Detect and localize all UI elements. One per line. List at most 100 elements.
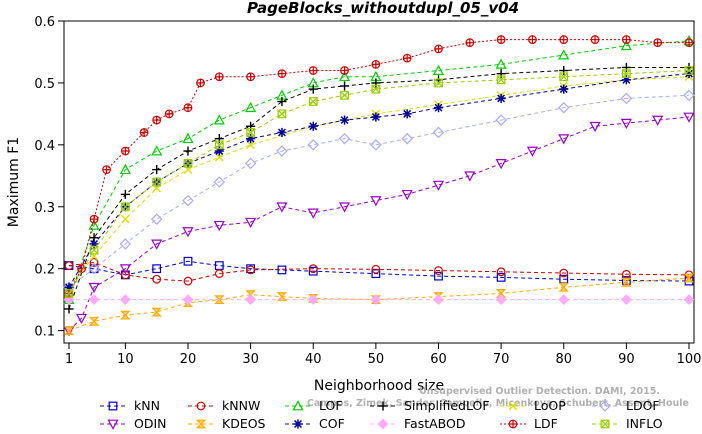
data-point-ldf [89,214,99,224]
data-point-knnw [89,258,99,267]
data-point-knnw [371,264,381,274]
data-point-loop [121,214,130,224]
legend-marker-cof [293,419,303,429]
data-point-fastabod [683,294,695,306]
data-point-odin [652,115,664,126]
data-point-ldf [308,66,318,75]
data-point-ldf [102,165,111,175]
data-point-odin [338,202,351,213]
legend-label-lof: LOF [319,398,343,413]
data-point-simplifiedlof [183,146,193,156]
data-point-knn [308,266,318,276]
x-tick-label: 20 [180,352,197,367]
legend-entry-cof: COF [285,416,345,431]
series-line-loop [68,76,690,288]
data-point-ldf [77,264,86,274]
data-point-kdeos [683,273,695,283]
data-point-inflo [434,78,443,88]
data-point-simplifiedlof [371,78,381,88]
legend-label-knn: kNN [134,398,160,413]
data-point-knn [371,269,381,279]
data-point-ldf [559,35,569,44]
legend-marker-inflo [600,419,610,429]
data-point-odin [213,220,225,232]
data-point-lof [495,58,507,69]
data-point-knn [496,272,506,282]
data-point-knn [183,256,193,266]
data-point-fastabod [558,294,570,306]
data-point-ldf [684,38,694,48]
legend-marker-lof [292,400,304,411]
data-point-ldf [590,35,600,44]
legend-entry-odin: ODIN [100,416,167,431]
plot-frame [63,20,695,344]
series-fastabod [63,294,695,306]
data-point-ldf [120,146,130,156]
data-point-lof [432,64,445,75]
watermark-line-2: Campos, Zimek, Sander, Campello, Micenko… [307,398,689,409]
legend-marker-knnw [196,401,206,411]
data-point-cof [277,127,287,138]
series-line-ldf [68,39,689,294]
y-tick-label: 0.3 [34,201,55,216]
data-point-inflo [496,75,506,85]
data-point-kdeos [120,310,131,320]
data-point-ldf [340,66,349,75]
data-point-fastabod [119,294,131,306]
data-point-fastabod [620,294,632,306]
y-tick-label: 0.1 [34,325,55,340]
series-layer [63,35,695,337]
data-point-ldf [402,53,412,63]
data-point-ldf [277,69,287,79]
series-line-odin [68,116,690,331]
legend-marker-fastabod [377,418,389,430]
legend-entry-ldf: LDF [500,416,558,431]
data-point-odin [401,189,413,201]
data-point-lof [338,70,351,82]
data-point-knn [89,264,99,274]
data-point-odin [182,227,194,238]
series-odin [63,112,695,337]
data-point-inflo [340,90,349,100]
data-point-knnw [246,265,256,275]
series-line-inflo [68,70,690,294]
data-point-ldf [496,35,506,44]
legend-entry-knn: kNN [100,398,160,413]
data-point-inflo [214,140,224,150]
data-point-fastabod [245,294,257,306]
legend-entry-simplifiedlof: SimplifiedLOF [370,398,490,413]
data-point-knnw [152,274,162,284]
data-point-ldof [276,145,288,157]
legend-label-ldf: LDF [534,416,558,431]
legend-marker-ldof [599,400,611,412]
data-point-ldof [244,157,257,170]
data-point-inflo [684,66,694,75]
legend-marker-loop [508,401,518,411]
data-point-ldf [246,72,256,82]
data-point-ldof [88,262,100,275]
data-point-kdeos [495,289,507,298]
data-point-knn [277,265,287,275]
data-point-kdeos [621,277,632,287]
data-point-lof [213,114,225,125]
data-point-simplifiedlof [214,134,224,144]
data-point-inflo [371,84,381,94]
x-tick-label: 90 [618,352,635,367]
data-point-fastabod [495,294,507,306]
series-ldf [64,35,694,298]
data-point-ldof [620,92,633,105]
series-ldof [63,89,695,294]
y-tick-label: 0.2 [34,263,55,278]
data-point-simplifiedlof [277,96,287,107]
data-point-inflo [621,69,631,79]
data-point-inflo [308,97,318,106]
data-point-simplifiedlof [496,69,506,79]
data-point-fastabod [370,294,382,306]
data-point-cof [496,93,506,103]
legend-label-inflo: INFLO [626,416,663,431]
data-point-lof [182,132,194,144]
legend-label-cof: COF [319,416,345,431]
data-point-simplifiedlof [339,81,350,91]
